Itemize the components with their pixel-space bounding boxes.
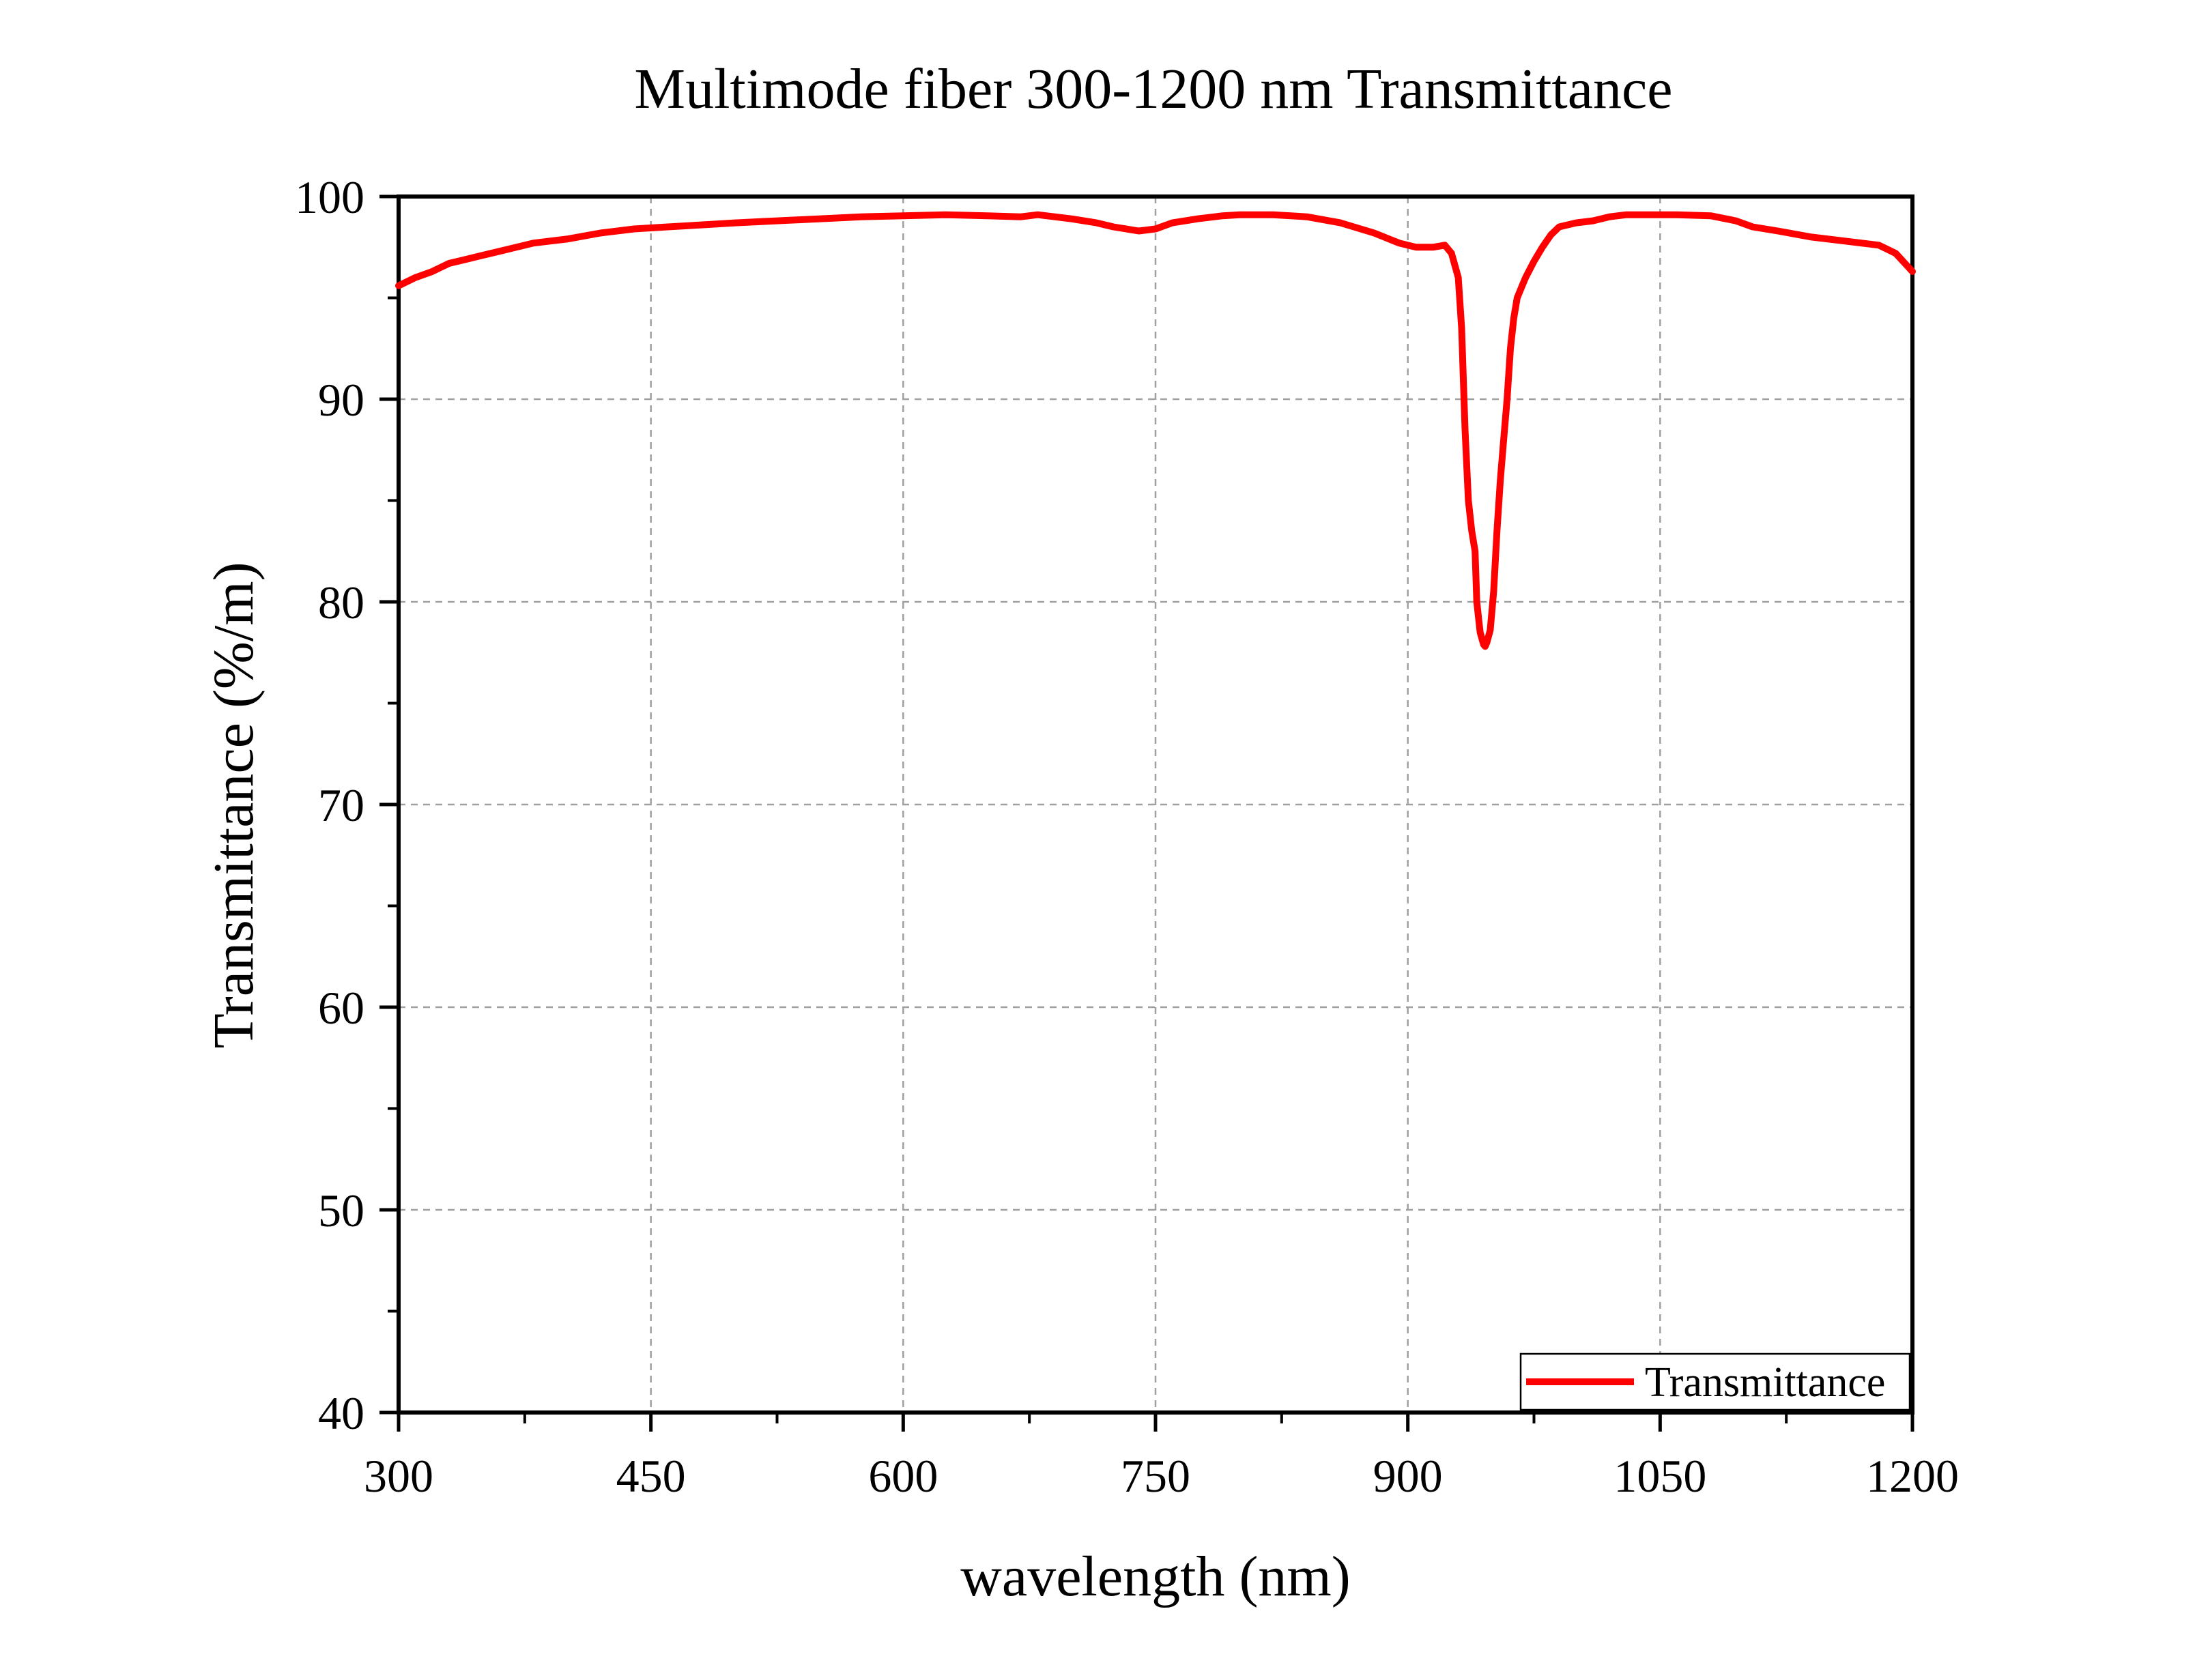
y-tick-label: 70: [318, 779, 364, 831]
y-tick-label: 80: [318, 577, 364, 628]
y-tick-label: 100: [295, 171, 364, 223]
x-tick-label: 1200: [1866, 1450, 1959, 1502]
y-tick-label: 50: [318, 1185, 364, 1236]
x-tick-label: 750: [1121, 1450, 1190, 1502]
x-tick-label: 450: [616, 1450, 686, 1502]
grid-lines: [399, 197, 1912, 1413]
y-tick-label: 40: [318, 1387, 364, 1439]
x-axis-label: wavelength (nm): [960, 1545, 1350, 1608]
x-tick-label: 600: [868, 1450, 938, 1502]
y-axis-label: Transmittance (%/m): [202, 562, 266, 1048]
legend-label: Transmittance: [1645, 1359, 1885, 1406]
x-tick-label: 900: [1373, 1450, 1443, 1502]
legend: Transmittance: [1519, 1352, 1911, 1411]
series-line-transmittance: [395, 211, 1916, 650]
y-tick-label: 90: [318, 374, 364, 426]
axis-ticks: [379, 194, 1914, 1432]
x-tick-label: 1050: [1613, 1450, 1706, 1502]
x-tick-label: 300: [364, 1450, 433, 1502]
axis-tick-labels: 300 450 600 750 900 1050 1200 40 50 60 70 80 90 100: [295, 171, 1959, 1502]
y-tick-label: 60: [318, 982, 364, 1034]
chart-title: Multimode fiber 300-1200 nm Transmittanc…: [634, 57, 1672, 121]
